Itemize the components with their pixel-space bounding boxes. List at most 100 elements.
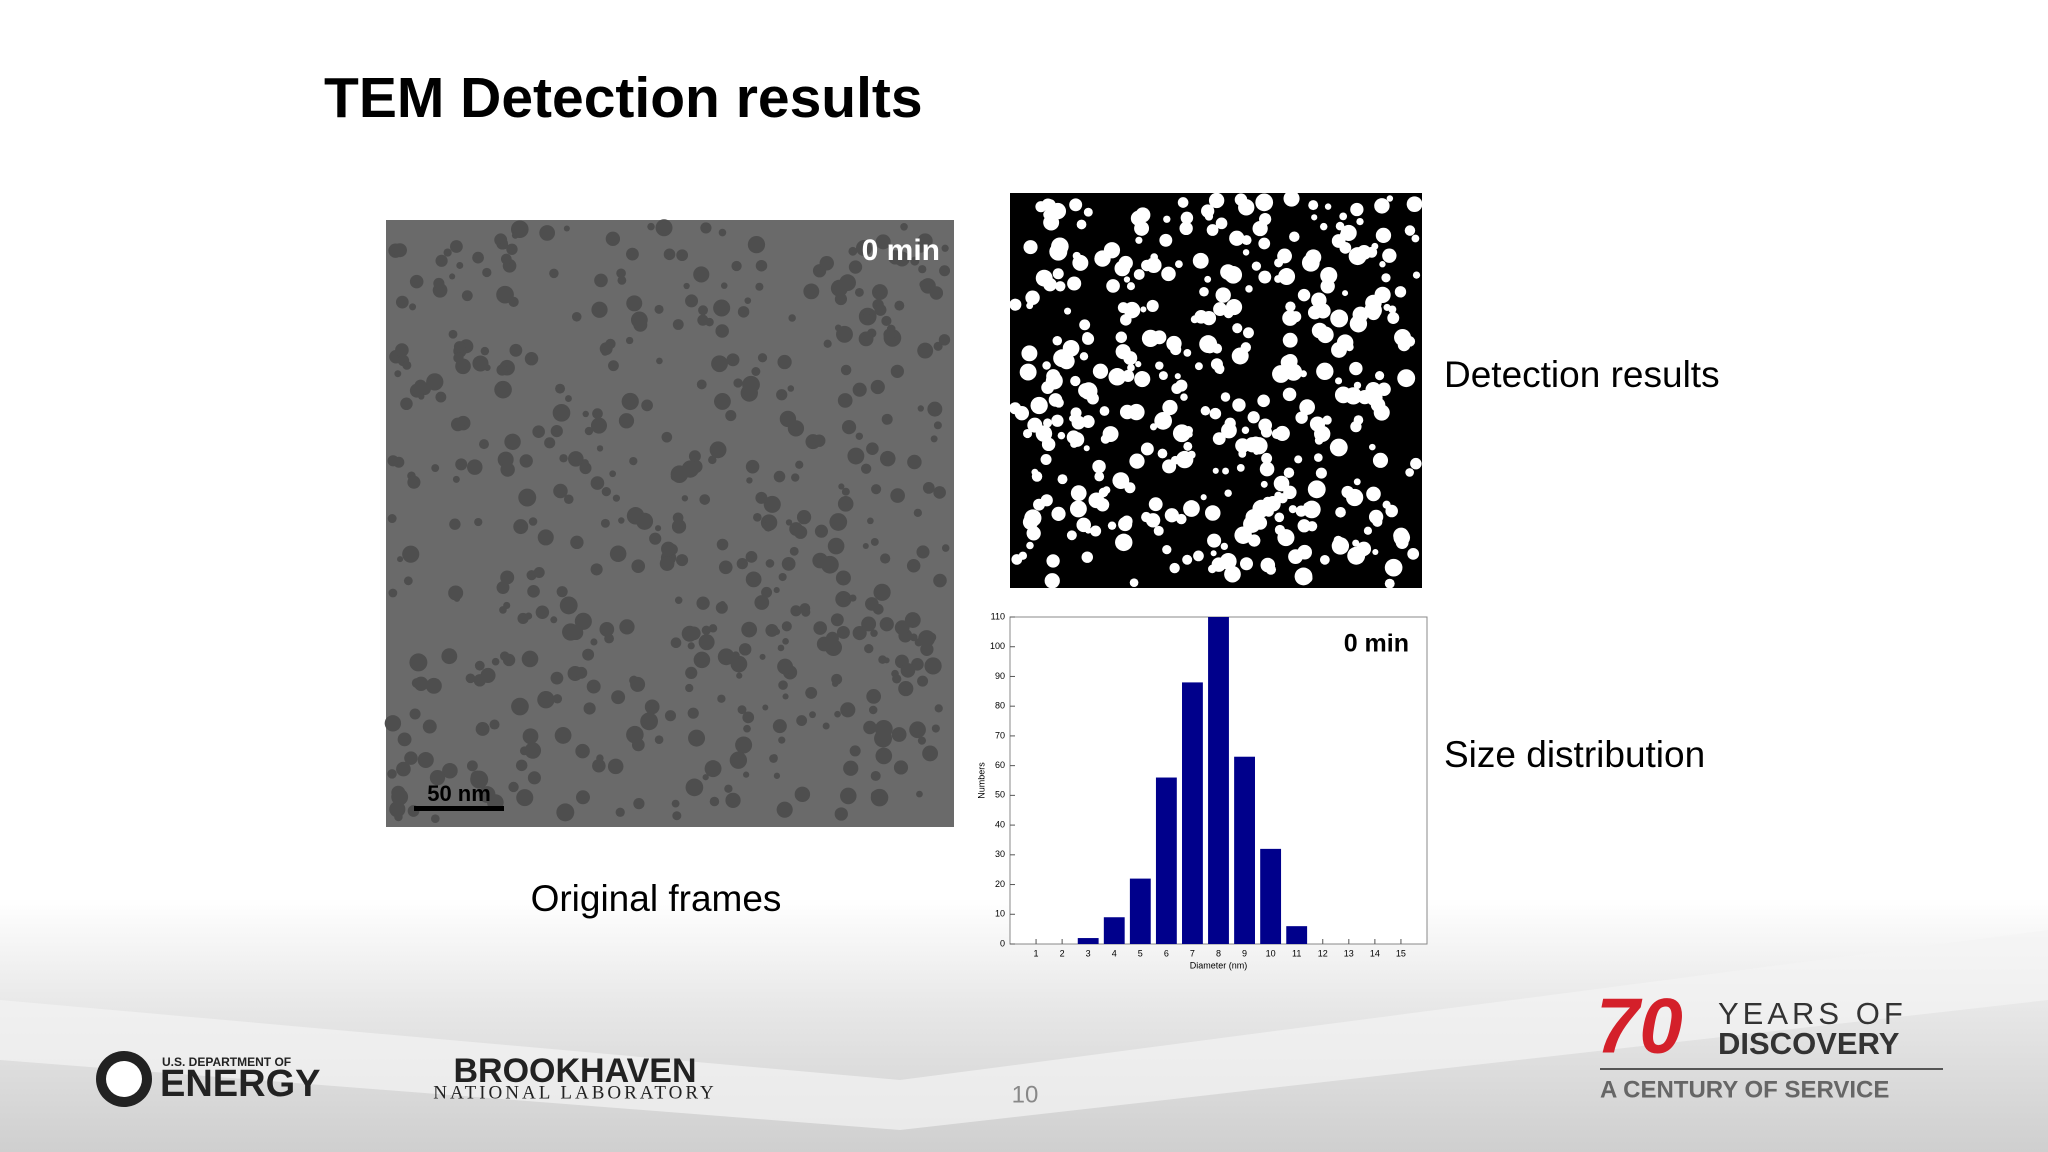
particle bbox=[685, 683, 694, 693]
particle bbox=[1411, 234, 1420, 243]
particle bbox=[866, 442, 879, 456]
particle bbox=[1357, 389, 1372, 405]
particle bbox=[1260, 480, 1268, 488]
particle bbox=[1307, 305, 1322, 320]
particle bbox=[1265, 564, 1277, 575]
caption: Detection results bbox=[1444, 354, 1720, 395]
particle bbox=[1026, 541, 1034, 550]
particle bbox=[874, 303, 887, 316]
particle bbox=[1069, 198, 1083, 212]
particle bbox=[724, 784, 733, 793]
particle bbox=[404, 751, 418, 765]
particle bbox=[509, 343, 523, 357]
particle bbox=[1057, 431, 1066, 440]
particle bbox=[762, 704, 769, 711]
particle bbox=[516, 789, 534, 807]
particle bbox=[1404, 225, 1416, 236]
particle bbox=[1245, 509, 1262, 526]
particle bbox=[909, 721, 926, 739]
particle bbox=[1406, 196, 1423, 213]
particle bbox=[414, 379, 427, 392]
particle bbox=[725, 410, 737, 422]
particle bbox=[630, 311, 648, 329]
particle bbox=[450, 417, 465, 432]
particle bbox=[1085, 527, 1092, 534]
particle bbox=[1127, 364, 1135, 372]
particle bbox=[654, 304, 664, 314]
particle bbox=[1394, 286, 1407, 298]
particle bbox=[1283, 190, 1300, 207]
particle bbox=[1377, 382, 1391, 397]
particle bbox=[664, 710, 677, 722]
particle bbox=[503, 601, 511, 609]
particle bbox=[426, 373, 444, 391]
particle bbox=[916, 545, 930, 559]
x-tick-label: 12 bbox=[1318, 948, 1328, 958]
particle bbox=[918, 265, 927, 274]
particle bbox=[1042, 361, 1051, 370]
particle bbox=[757, 353, 768, 363]
particle bbox=[1297, 519, 1311, 533]
particle bbox=[687, 642, 695, 650]
particle bbox=[1053, 209, 1062, 218]
particle bbox=[1234, 193, 1248, 206]
particle bbox=[559, 596, 578, 615]
particle bbox=[1229, 230, 1245, 246]
particle bbox=[1175, 450, 1194, 469]
particle bbox=[917, 736, 927, 745]
particle bbox=[1373, 404, 1390, 421]
particle bbox=[716, 538, 729, 551]
particle bbox=[773, 772, 781, 779]
particle bbox=[870, 788, 889, 807]
particle bbox=[1272, 365, 1290, 383]
particle bbox=[527, 771, 541, 785]
particle bbox=[1324, 203, 1332, 210]
particle bbox=[794, 786, 811, 803]
particle bbox=[594, 273, 608, 288]
particle bbox=[1040, 453, 1052, 465]
logo-text: BROOKHAVEN bbox=[453, 1052, 696, 1090]
particle bbox=[555, 383, 566, 394]
particle bbox=[1053, 397, 1064, 408]
particle bbox=[743, 724, 751, 733]
particle bbox=[789, 522, 803, 536]
particle bbox=[906, 559, 921, 573]
particle bbox=[1031, 468, 1039, 476]
particle bbox=[871, 484, 882, 495]
particle bbox=[773, 587, 780, 594]
particle bbox=[411, 678, 422, 688]
particle bbox=[1154, 411, 1173, 430]
particle bbox=[745, 550, 758, 563]
particle bbox=[843, 760, 859, 776]
particle bbox=[608, 360, 619, 372]
particle bbox=[1381, 273, 1391, 283]
particle bbox=[777, 658, 793, 675]
particle bbox=[1071, 415, 1086, 430]
particle bbox=[1026, 302, 1034, 310]
particle bbox=[609, 545, 627, 563]
particle bbox=[1364, 301, 1382, 319]
particle bbox=[1375, 227, 1392, 244]
particle bbox=[717, 694, 726, 703]
particle bbox=[1340, 224, 1357, 241]
scale-bar-label: 50 nm bbox=[427, 781, 491, 806]
logo-text: NATIONAL LABORATORY bbox=[433, 1082, 716, 1103]
particle bbox=[729, 751, 748, 769]
particle bbox=[1215, 217, 1228, 230]
particle bbox=[782, 693, 789, 700]
particle bbox=[1169, 562, 1180, 574]
particle bbox=[1098, 487, 1109, 498]
particle bbox=[1223, 308, 1234, 319]
particle bbox=[746, 477, 753, 484]
particle bbox=[1041, 437, 1056, 452]
particle bbox=[1025, 290, 1040, 305]
particle bbox=[544, 437, 556, 449]
particle bbox=[685, 778, 704, 797]
particle bbox=[1258, 270, 1272, 284]
particle bbox=[1145, 257, 1162, 274]
particle bbox=[571, 311, 582, 322]
particle bbox=[1283, 485, 1297, 500]
particle bbox=[813, 434, 826, 447]
particle bbox=[1289, 231, 1300, 242]
